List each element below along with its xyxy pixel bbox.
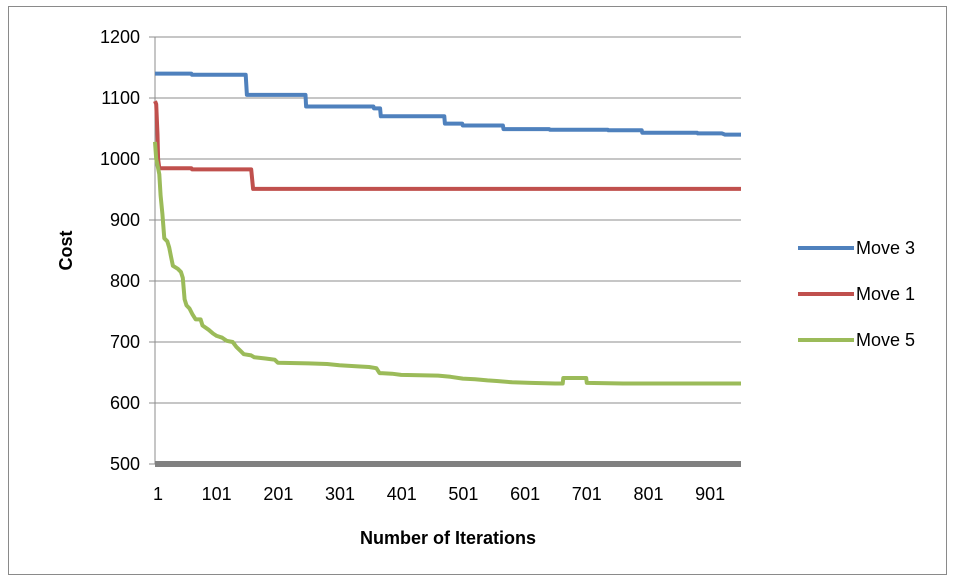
x-tick-label: 1	[153, 484, 163, 504]
chart-area	[8, 6, 947, 575]
legend-item: Move 3	[798, 238, 915, 258]
y-tick-label: 1200	[100, 27, 140, 47]
x-tick-label: 101	[202, 484, 232, 504]
y-tick-label: 1100	[101, 88, 140, 108]
x-tick-label: 901	[695, 484, 725, 504]
x-tick-label: 501	[448, 484, 478, 504]
y-tick-label: 500	[110, 454, 140, 474]
legend-label: Move 1	[856, 284, 915, 304]
y-tick-label: 700	[110, 332, 140, 352]
x-tick-label: 601	[510, 484, 540, 504]
y-tick-label: 800	[110, 271, 140, 291]
legend: Move 3 Move 1 Move 5	[798, 238, 915, 350]
series-line-move-1	[153, 100, 741, 191]
x-tick-label: 401	[387, 484, 417, 504]
x-tick-label: 301	[325, 484, 355, 504]
legend-label: Move 5	[856, 330, 915, 350]
x-tick-label: 801	[633, 484, 663, 504]
series-line-move-5	[153, 141, 741, 386]
series-line-move-3	[155, 71, 741, 137]
gridlines	[149, 36, 741, 467]
y-tick-label: 1000	[100, 149, 140, 169]
y-axis-title: Cost	[56, 230, 76, 270]
legend-item: Move 5	[798, 330, 915, 350]
y-tick-label: 600	[110, 393, 140, 413]
legend-item: Move 1	[798, 284, 915, 304]
y-tick-label: 900	[110, 210, 140, 230]
x-tick-label: 701	[572, 484, 602, 504]
x-tick-labels: 1 101 201 301 401 501 601 701 801 901	[153, 484, 725, 504]
y-tick-labels: 500 600 700 800 900 1000 1100 1200	[100, 27, 140, 474]
legend-label: Move 3	[856, 238, 915, 258]
x-axis-title: Number of Iterations	[360, 528, 536, 548]
x-tick-label: 201	[263, 484, 293, 504]
series-lines	[153, 71, 741, 386]
